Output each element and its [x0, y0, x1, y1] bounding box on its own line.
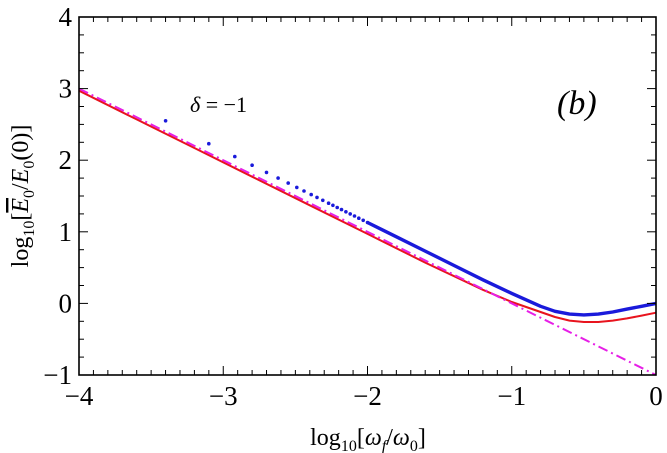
- dotted-series-point: [335, 205, 340, 210]
- dotted-series-point: [309, 192, 314, 197]
- dotted-series-point: [352, 214, 357, 218]
- x-tick-label: −1: [497, 381, 526, 411]
- dotted-series-point: [163, 119, 168, 123]
- dotted-series-point: [361, 218, 366, 223]
- dotted-series-point: [233, 154, 237, 159]
- x-tick-label: −2: [353, 381, 382, 411]
- panel-label: (b): [557, 85, 597, 122]
- dotted-series-point: [321, 198, 325, 203]
- dotted-series-point: [357, 216, 361, 220]
- dotted-series-point: [331, 203, 335, 208]
- dotted-series-point: [326, 201, 331, 205]
- dotted-series-point: [339, 207, 344, 212]
- delta-annotation: δ = −1: [190, 92, 247, 117]
- y-axis-title: log10[E0/E0(0)]: [8, 125, 38, 268]
- dotted-series-point: [286, 181, 291, 185]
- y-tick-label: −1: [43, 360, 72, 390]
- dashdot-series-line: [78, 87, 657, 376]
- red-series-line: [78, 89, 657, 323]
- x-tick-label: −3: [209, 381, 238, 411]
- dotted-series-point: [348, 212, 353, 216]
- delta-symbol: δ: [190, 92, 201, 117]
- dotted-series-point: [315, 195, 319, 200]
- dotted-series-point: [264, 170, 269, 175]
- y-tick-label: 0: [59, 288, 73, 318]
- dotted-series-point: [344, 210, 348, 214]
- delta-value: = −1: [200, 92, 247, 117]
- dotted-series-point: [302, 189, 306, 193]
- y-tick-label: 4: [59, 2, 73, 32]
- dotted-series-point: [207, 141, 211, 146]
- dotted-series-point: [295, 185, 299, 190]
- ticks-layer: −4 −3 −2 −1 0 −1 0 1 2 3 4: [43, 2, 662, 411]
- series-layer: [78, 87, 657, 376]
- blue-series-line: [366, 220, 657, 317]
- dotted-series-point: [250, 163, 254, 167]
- y-tick-label: 2: [59, 145, 73, 175]
- y-tick-label: 1: [59, 217, 73, 247]
- x-tick-label: 0: [649, 381, 663, 411]
- y-tick-label: 3: [59, 74, 73, 104]
- x-axis-title: log10[ωf/ω0]: [310, 425, 426, 453]
- dotted-series-point: [276, 176, 280, 180]
- x-tick-label: −4: [65, 381, 94, 411]
